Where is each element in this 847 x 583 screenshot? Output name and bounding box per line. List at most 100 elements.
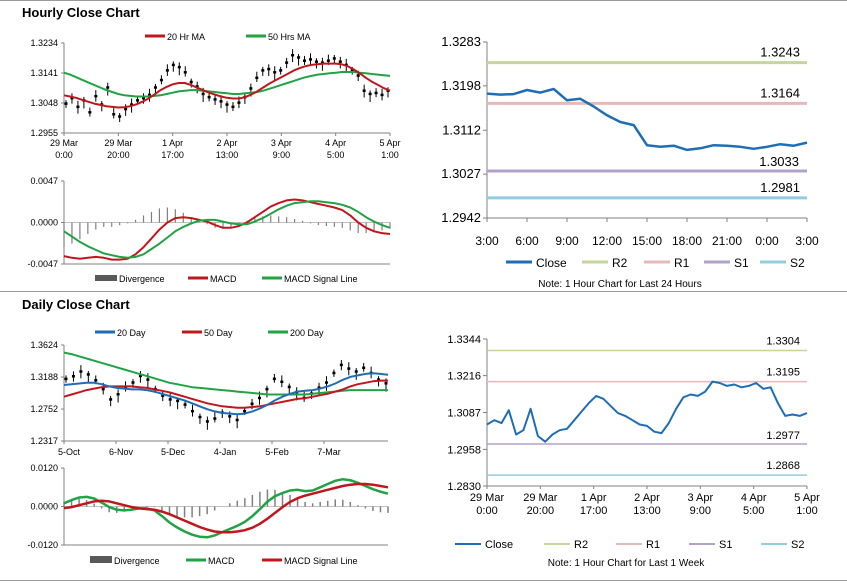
hourly-candle-body <box>124 107 128 111</box>
hourly-section-title: Hourly Close Chart <box>22 5 140 20</box>
hourly-levels-legend-close-label: Close <box>536 256 567 270</box>
daily-candles <box>64 359 388 430</box>
hourly_levels-ytick-label: 1.3198 <box>441 78 481 93</box>
daily-levels-legend-s2-label: S2 <box>791 539 804 551</box>
legend-divergence-label: Divergence <box>119 274 165 284</box>
hourly-candle-body <box>136 99 140 102</box>
daily-candle-body <box>228 415 232 418</box>
hourly-candle-body <box>332 57 336 60</box>
daily_levels-levels <box>487 349 807 476</box>
hourly_levels-level-r2-label: 1.3243 <box>760 45 800 60</box>
daily-price-ytick-label: 1.3188 <box>30 372 58 382</box>
daily-levels-legend-close-label: Close <box>485 539 513 551</box>
hourly-candle-body <box>356 74 360 77</box>
hourly-candle-body <box>76 105 80 109</box>
daily-levels-xtick-date: 3 Apr <box>687 492 713 504</box>
daily-levels-xtick-date: 4 Apr <box>741 492 767 504</box>
hourly_levels-level-s1-label: 1.3033 <box>759 154 799 169</box>
legend-50hrs-ma-label: 50 Hrs MA <box>268 32 311 42</box>
hourly-price-xtick-time: 1:00 <box>381 150 399 160</box>
hourly-macd-ytick-label: 0.0000 <box>30 218 58 228</box>
hourly-candle-body <box>267 67 271 71</box>
hourly-price-xtick-time: 5:00 <box>327 150 345 160</box>
daily-levels-xtick-date: 1 Apr <box>581 492 607 504</box>
hourly-price-xtick-date: 5 Apr <box>379 138 400 148</box>
daily-candle-body <box>354 370 358 373</box>
daily-divergence-bars <box>63 489 389 518</box>
daily-levels-xtick-time: 5:00 <box>743 505 764 517</box>
daily-candle-body <box>161 394 165 398</box>
hourly-candle-body <box>291 53 295 57</box>
hourly-price-xtick-date: 29 Mar <box>104 138 132 148</box>
daily-candle-body <box>362 366 366 370</box>
hourly-candle-body <box>177 65 181 69</box>
hourly-candle-body <box>338 60 342 63</box>
hourly-candle-body <box>207 95 211 99</box>
daily-macd-line <box>63 477 389 539</box>
daily-candle-body <box>272 377 276 381</box>
daily-price-ytick-label: 1.2317 <box>30 436 58 446</box>
daily-candle-body <box>86 373 90 376</box>
section-divider-middle <box>0 291 847 292</box>
daily-candle-body <box>176 399 180 403</box>
hourly-candle-body <box>380 93 384 97</box>
hourly-levels-xtick-label: 12:00 <box>592 234 622 248</box>
daily-levels-xtick-time: 0:00 <box>476 505 497 517</box>
daily-macd-ytick-label: 0.0000 <box>30 502 58 512</box>
hourly-levels-note: Note: 1 Hour Chart for Last 24 Hours <box>538 279 701 290</box>
daily-candle-body <box>205 420 209 423</box>
daily-candle-body <box>94 379 98 382</box>
daily-candle-body <box>265 387 269 391</box>
hourly-candle-body <box>165 69 169 72</box>
daily-candle-body <box>79 370 83 373</box>
hourly_levels-levels <box>487 61 807 200</box>
hourly-candle-body <box>201 92 205 96</box>
daily-candle-body <box>317 386 321 389</box>
daily-candle-body <box>250 402 254 406</box>
daily-levels-xtick-time: 13:00 <box>633 505 661 517</box>
daily-candle-body <box>131 381 135 384</box>
daily-legend-divergence-swatch <box>90 556 112 563</box>
hourly-price-xtick-date: 1 Apr <box>162 138 183 148</box>
daily-price-xtick-label: 6-Nov <box>109 447 134 457</box>
hourly-candle-body <box>219 100 223 103</box>
daily_levels-ytick-label: 1.3344 <box>447 334 481 346</box>
hourly_levels-level-s2-label: 1.2981 <box>760 180 800 195</box>
daily-price-ytick-label: 1.2752 <box>30 404 58 414</box>
daily-candle-body <box>213 417 217 420</box>
hourly-price-xtick-date: 2 Apr <box>216 138 237 148</box>
hourly-candle-body <box>153 86 157 89</box>
legend-20hr-ma-label: 20 Hr MA <box>167 32 205 42</box>
daily-candle-body <box>243 409 247 413</box>
hourly-levels-xtick-label: 6:00 <box>515 234 539 248</box>
daily-200day-line <box>63 351 388 396</box>
daily-legend-macd-signal-label: MACD Signal Line <box>284 556 358 566</box>
hourly-candle-body <box>147 93 151 97</box>
legend-20day-label: 20 Day <box>117 328 146 338</box>
hourly-candle-body <box>159 78 163 82</box>
hourly-candle-body <box>273 71 277 74</box>
hourly-macd-ytick-label: -0.0047 <box>27 259 58 269</box>
hourly-candle-body <box>326 59 330 62</box>
daily-20day-line <box>63 372 389 416</box>
hourly-levels-xtick-label: 0:00 <box>755 234 779 248</box>
hourly-price-ytick-label: 1.3234 <box>30 38 58 48</box>
daily_levels-level-s1-label: 1.2977 <box>766 430 800 442</box>
hourly-candle-body <box>189 80 193 84</box>
legend-divergence-swatch <box>95 275 117 281</box>
hourly-price-xtick-time: 20:00 <box>107 150 130 160</box>
hourly-candle-body <box>94 94 98 98</box>
hourly_levels-ytick-label: 1.3112 <box>442 122 481 137</box>
daily-levels-xtick-date: 29 Mar <box>523 492 558 504</box>
daily-macd-signal-line <box>63 482 389 534</box>
hourly-candles <box>64 49 390 123</box>
hourly-candle-body <box>142 96 146 100</box>
daily-levels-xtick-time: 17:00 <box>580 505 608 517</box>
hourly-candle-body <box>237 101 241 104</box>
hourly-candle-body <box>88 111 92 114</box>
daily-candle-body <box>116 393 120 396</box>
hourly-price-ytick-label: 1.3141 <box>30 68 58 78</box>
daily-candle-body <box>71 375 75 378</box>
hourly-candle-body <box>374 91 378 95</box>
daily-price-xtick-label: 5-Feb <box>265 447 289 457</box>
